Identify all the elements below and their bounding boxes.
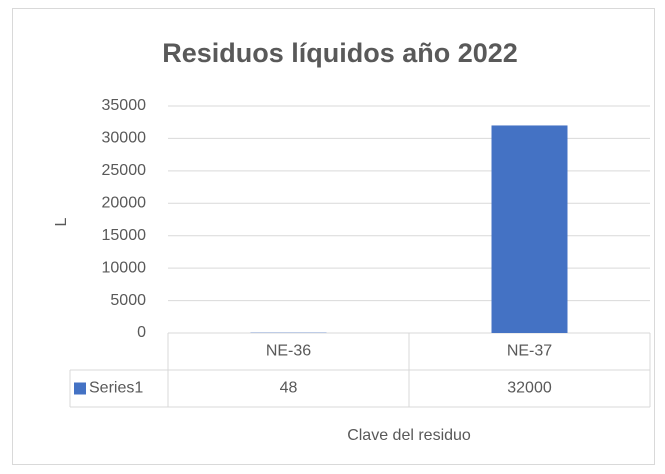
y-tick-label: 5000 bbox=[110, 292, 146, 309]
x-tick-label: NE-36 bbox=[266, 343, 311, 360]
y-tick-label: 0 bbox=[137, 324, 146, 341]
y-tick-label: 10000 bbox=[102, 259, 147, 276]
table-value: 32000 bbox=[507, 380, 552, 397]
y-tick-label: 20000 bbox=[102, 195, 147, 212]
table-value: 48 bbox=[280, 380, 298, 397]
y-tick-label: 25000 bbox=[102, 162, 147, 179]
x-tick-label: NE-37 bbox=[507, 343, 552, 360]
y-tick-label: 15000 bbox=[102, 227, 147, 244]
legend-label: Series1 bbox=[89, 380, 143, 397]
bar bbox=[491, 125, 568, 333]
x-axis-title: Clave del residuo bbox=[347, 427, 471, 444]
y-tick-label: 35000 bbox=[102, 97, 147, 114]
legend-swatch bbox=[74, 382, 86, 395]
y-axis-title: L bbox=[53, 217, 70, 226]
y-tick-label: 30000 bbox=[102, 130, 147, 147]
chart-title: Residuos líquidos año 2022 bbox=[162, 38, 518, 68]
